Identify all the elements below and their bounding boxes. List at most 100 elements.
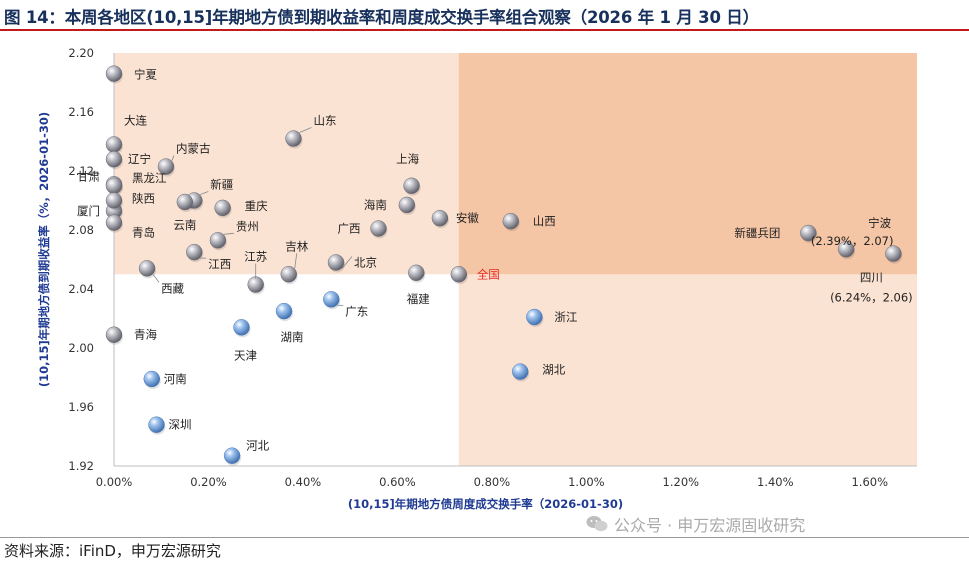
y-tick-label: 2.12 — [68, 164, 94, 178]
point-label: 青岛 — [132, 226, 155, 240]
point-label: 河北 — [246, 439, 269, 453]
data-point — [370, 220, 387, 237]
figure-title: 图 14：本周各地区(10,15]年期地方债到期收益率和周度成交换手率组合观察（… — [4, 8, 759, 27]
data-point — [800, 224, 817, 242]
data-point — [431, 209, 449, 227]
point-label: 福建 — [407, 292, 430, 306]
y-tick-label: 2.16 — [68, 105, 94, 119]
data-point — [403, 177, 420, 194]
data-point — [105, 150, 123, 168]
point-label: 海南 — [364, 198, 387, 212]
y-tick-label: 2.08 — [68, 223, 94, 237]
point-label: 贵州 — [236, 219, 259, 233]
data-point — [105, 192, 123, 209]
label-leader — [299, 127, 312, 133]
point-annotation: (6.24%，2.06) — [830, 291, 913, 305]
point-label: 全国 — [477, 267, 500, 281]
label-leader — [294, 253, 298, 269]
point-label: 河南 — [164, 372, 187, 386]
data-point — [157, 158, 175, 175]
data-point — [223, 447, 241, 464]
x-tick-label: 0.40% — [285, 475, 322, 489]
watermark-text: 公众号 · 申万宏源固收研究 — [614, 516, 806, 535]
y-tick-label: 2.00 — [68, 341, 94, 355]
label-leader — [152, 274, 160, 283]
point-label: 内蒙古 — [176, 142, 211, 156]
data-point — [105, 136, 123, 153]
point-label: 辽宁 — [128, 152, 151, 166]
scatter-chart: 0.00% 0.20% 0.40% 0.60% 0.80% 1.00% 1.20% 1.40%… — [37, 46, 917, 511]
label-leader — [223, 232, 234, 235]
data-point — [885, 245, 902, 262]
data-point — [280, 266, 298, 283]
data-point — [450, 266, 468, 283]
axes: 0.00% 0.20% 0.40% 0.60% 0.80% 1.00% 1.20% 1.40%… — [37, 46, 917, 511]
wechat-icon — [586, 516, 608, 532]
label-leader — [200, 191, 209, 195]
point-label: 广东 — [345, 304, 368, 318]
label-leader — [171, 155, 175, 161]
data-point — [275, 302, 293, 320]
data-point — [323, 291, 340, 308]
data-point — [837, 240, 855, 258]
point-label: 深圳 — [169, 418, 192, 432]
label-leader — [341, 256, 353, 269]
data-point — [502, 212, 520, 230]
point-label: 四川 — [860, 271, 883, 285]
x-tick-label: 0.00% — [96, 475, 133, 489]
point-label: 宁夏 — [134, 68, 157, 82]
data-point — [214, 199, 231, 217]
point-label: 青海 — [134, 328, 157, 342]
data-point — [285, 130, 302, 147]
point-label: 广西 — [338, 222, 361, 236]
x-tick-label: 0.20% — [190, 475, 227, 489]
data-point — [105, 214, 123, 231]
bottom-divider — [0, 537, 969, 538]
point-label: 宁波 — [868, 216, 891, 230]
point-label: 浙江 — [554, 310, 577, 324]
data-point — [138, 260, 156, 277]
data-point — [143, 370, 161, 388]
data-point — [327, 254, 345, 271]
y-tick-label: 2.04 — [68, 282, 94, 296]
point-label: 江西 — [208, 257, 231, 271]
point-label: 新疆 — [210, 178, 233, 192]
point-label: 天津 — [234, 348, 257, 362]
data-points — [105, 65, 903, 466]
data-point — [105, 326, 123, 343]
point-label: 上海 — [396, 152, 419, 166]
data-point — [105, 177, 123, 194]
point-label: 湖北 — [542, 363, 565, 377]
point-label: 大连 — [124, 113, 147, 127]
point-annotation: (2.39%，2.07) — [811, 234, 894, 248]
point-label: 西藏 — [161, 281, 184, 295]
point-label: 山东 — [313, 114, 336, 128]
point-label: 新疆兵团 — [734, 226, 780, 240]
data-point — [233, 319, 250, 336]
x-tick-label: 1.20% — [663, 475, 700, 489]
y-tick-label: 1.92 — [68, 459, 94, 473]
point-label: 江苏 — [244, 250, 267, 264]
point-label: 山西 — [533, 214, 556, 228]
data-point — [526, 308, 543, 326]
x-tick-label: 1.40% — [757, 475, 794, 489]
data-point — [186, 243, 203, 261]
data-point — [247, 276, 264, 293]
y-tick-label: 1.96 — [68, 400, 94, 414]
point-label: 重庆 — [245, 199, 268, 213]
data-point — [398, 196, 416, 214]
point-label: 安徽 — [456, 211, 479, 225]
data-point — [176, 193, 194, 211]
watermark: 公众号 · 申万宏源固收研究 — [586, 512, 805, 536]
x-axis-title: (10,15]年期地方债周度成交换手率（2026-01-30) — [348, 497, 623, 511]
y-axis-title: (10,15]年期地方债到期收益率（%，2026-01-30) — [37, 112, 51, 387]
title-divider — [0, 29, 969, 31]
x-tick-label: 0.60% — [379, 475, 416, 489]
point-label: 吉林 — [285, 239, 308, 253]
data-point — [209, 232, 227, 249]
quadrant-upper-right — [458, 53, 917, 275]
point-label: 陕西 — [132, 192, 155, 206]
point-label: 厦门 — [77, 204, 100, 218]
data-point — [148, 416, 165, 433]
